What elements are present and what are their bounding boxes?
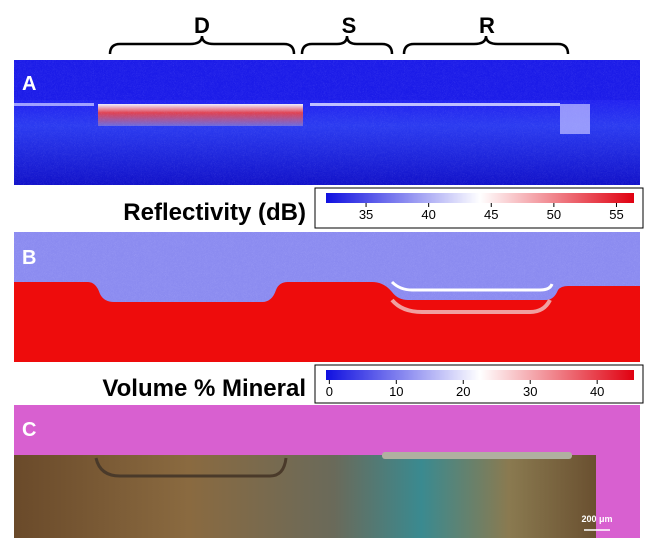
colorbar-tick-label: 40 — [421, 207, 435, 222]
panel-a-image — [14, 60, 640, 185]
brackets — [110, 36, 568, 54]
panel-b-image — [14, 232, 640, 362]
colorbar-tick-label: 35 — [359, 207, 373, 222]
bracket-s — [302, 36, 392, 54]
figure: D S R A B C 200 μm Reflectivity (dB) Vol… — [0, 0, 652, 538]
panel-c-image — [14, 405, 640, 538]
bracket-r — [404, 36, 568, 54]
bracket-label: D — [194, 13, 210, 38]
colorbar — [326, 193, 634, 203]
colorbar-tick-label: 50 — [547, 207, 561, 222]
bracket-d — [110, 36, 294, 54]
colorbar — [326, 370, 634, 380]
colorbar-title: Volume % Mineral — [102, 375, 306, 402]
bracket-label: R — [479, 13, 495, 38]
colorbar-tick-label: 0 — [326, 384, 333, 399]
panel-label: A — [22, 73, 36, 95]
colorbar-tick-label: 40 — [590, 384, 604, 399]
panel-label: B — [22, 247, 36, 269]
page: D S R A B C 200 μm Reflectivity (dB) Vol… — [0, 0, 652, 543]
bracket-labels: D S R — [194, 13, 495, 38]
scale-bar-label: 200 μm — [581, 514, 612, 524]
panel-label: C — [22, 419, 36, 441]
colorbar-tick-label: 10 — [389, 384, 403, 399]
colorbar-tick-label: 20 — [456, 384, 470, 399]
colorbar-tick-label: 30 — [523, 384, 537, 399]
colorbar-tick-label: 45 — [484, 207, 498, 222]
colorbar-tick-label: 55 — [609, 207, 623, 222]
bracket-label: S — [342, 13, 357, 38]
colorbar-title: Reflectivity (dB) — [123, 199, 306, 226]
